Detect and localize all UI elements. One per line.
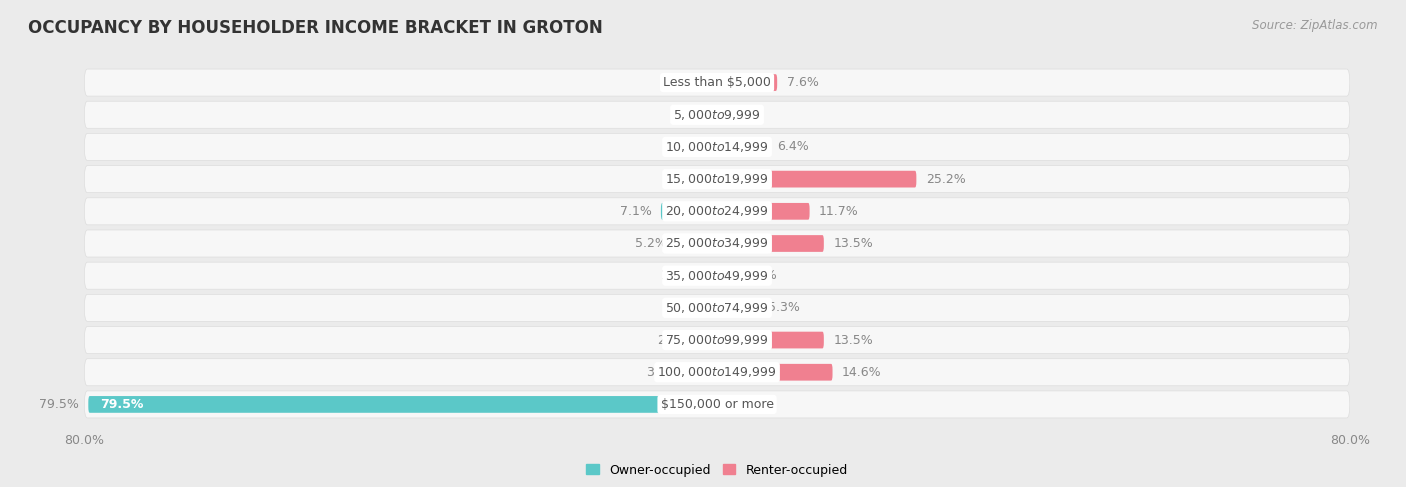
FancyBboxPatch shape [84, 69, 1350, 96]
FancyBboxPatch shape [699, 332, 717, 348]
FancyBboxPatch shape [661, 203, 717, 220]
Text: $150,000 or more: $150,000 or more [661, 398, 773, 411]
FancyBboxPatch shape [717, 171, 917, 187]
Text: 0.0%: 0.0% [673, 76, 706, 89]
Text: $20,000 to $24,999: $20,000 to $24,999 [665, 205, 769, 218]
FancyBboxPatch shape [84, 327, 1350, 354]
Text: $10,000 to $14,999: $10,000 to $14,999 [665, 140, 769, 154]
FancyBboxPatch shape [84, 294, 1350, 321]
Text: 0.0%: 0.0% [673, 172, 706, 186]
FancyBboxPatch shape [84, 198, 1350, 225]
FancyBboxPatch shape [717, 203, 810, 220]
FancyBboxPatch shape [89, 396, 717, 413]
FancyBboxPatch shape [676, 235, 717, 252]
Text: 0.0%: 0.0% [673, 301, 706, 315]
Text: 13.5%: 13.5% [834, 334, 873, 347]
Text: Less than $5,000: Less than $5,000 [664, 76, 770, 89]
Text: 0.0%: 0.0% [728, 108, 761, 121]
Text: 7.6%: 7.6% [787, 76, 818, 89]
FancyBboxPatch shape [717, 332, 824, 348]
Legend: Owner-occupied, Renter-occupied: Owner-occupied, Renter-occupied [582, 459, 852, 482]
Text: $25,000 to $34,999: $25,000 to $34,999 [665, 237, 769, 250]
Text: 14.6%: 14.6% [842, 366, 882, 379]
Text: $100,000 to $149,999: $100,000 to $149,999 [658, 365, 776, 379]
FancyBboxPatch shape [717, 267, 735, 284]
Text: $75,000 to $99,999: $75,000 to $99,999 [665, 333, 769, 347]
Text: $50,000 to $74,999: $50,000 to $74,999 [665, 301, 769, 315]
FancyBboxPatch shape [717, 300, 759, 316]
Text: 0.0%: 0.0% [673, 140, 706, 153]
FancyBboxPatch shape [702, 267, 717, 284]
FancyBboxPatch shape [84, 166, 1350, 193]
Text: Source: ZipAtlas.com: Source: ZipAtlas.com [1253, 19, 1378, 33]
Text: 3.8%: 3.8% [645, 366, 678, 379]
Text: 0.0%: 0.0% [728, 398, 761, 411]
Text: 6.4%: 6.4% [778, 140, 808, 153]
FancyBboxPatch shape [84, 101, 1350, 128]
Text: 79.5%: 79.5% [39, 398, 79, 411]
Text: 2.3%: 2.3% [745, 269, 776, 282]
FancyBboxPatch shape [84, 262, 1350, 289]
Text: 25.2%: 25.2% [927, 172, 966, 186]
FancyBboxPatch shape [84, 359, 1350, 386]
Text: $5,000 to $9,999: $5,000 to $9,999 [673, 108, 761, 122]
Text: $35,000 to $49,999: $35,000 to $49,999 [665, 269, 769, 282]
FancyBboxPatch shape [717, 235, 824, 252]
FancyBboxPatch shape [717, 364, 832, 381]
FancyBboxPatch shape [717, 139, 768, 155]
FancyBboxPatch shape [84, 133, 1350, 160]
Text: 7.1%: 7.1% [620, 205, 651, 218]
Text: 2.4%: 2.4% [657, 334, 689, 347]
Text: $15,000 to $19,999: $15,000 to $19,999 [665, 172, 769, 186]
FancyBboxPatch shape [84, 391, 1350, 418]
FancyBboxPatch shape [84, 230, 1350, 257]
Text: 5.3%: 5.3% [769, 301, 800, 315]
Text: 1.9%: 1.9% [661, 269, 693, 282]
FancyBboxPatch shape [688, 364, 717, 381]
Text: 11.7%: 11.7% [820, 205, 859, 218]
Text: 79.5%: 79.5% [100, 398, 143, 411]
FancyBboxPatch shape [717, 74, 778, 91]
Text: 13.5%: 13.5% [834, 237, 873, 250]
Text: 5.2%: 5.2% [634, 237, 666, 250]
Text: OCCUPANCY BY HOUSEHOLDER INCOME BRACKET IN GROTON: OCCUPANCY BY HOUSEHOLDER INCOME BRACKET … [28, 19, 603, 37]
Text: 0.0%: 0.0% [673, 108, 706, 121]
